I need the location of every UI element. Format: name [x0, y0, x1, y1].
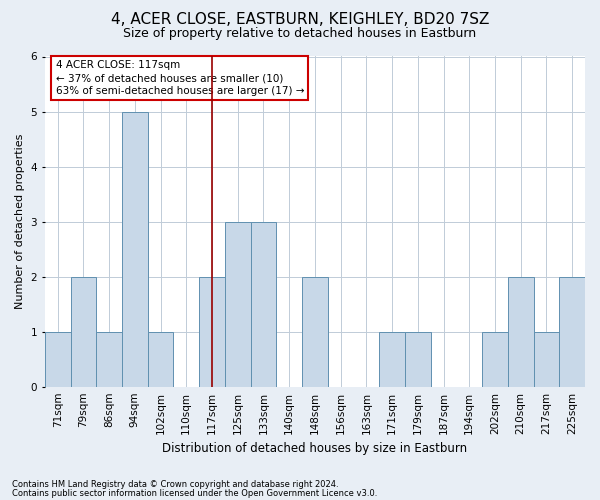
Bar: [96, 332, 122, 386]
Bar: [482, 332, 508, 386]
Text: 4, ACER CLOSE, EASTBURN, KEIGHLEY, BD20 7SZ: 4, ACER CLOSE, EASTBURN, KEIGHLEY, BD20 …: [111, 12, 489, 28]
Text: 4 ACER CLOSE: 117sqm
← 37% of detached houses are smaller (10)
63% of semi-detac: 4 ACER CLOSE: 117sqm ← 37% of detached h…: [56, 60, 304, 96]
Bar: [225, 222, 251, 386]
Bar: [251, 222, 277, 386]
Bar: [148, 332, 173, 386]
Bar: [199, 276, 225, 386]
Bar: [508, 276, 533, 386]
Bar: [405, 332, 431, 386]
Bar: [45, 332, 71, 386]
Bar: [559, 276, 585, 386]
Bar: [379, 332, 405, 386]
Text: Contains HM Land Registry data © Crown copyright and database right 2024.: Contains HM Land Registry data © Crown c…: [12, 480, 338, 489]
Bar: [533, 332, 559, 386]
Y-axis label: Number of detached properties: Number of detached properties: [15, 134, 25, 310]
X-axis label: Distribution of detached houses by size in Eastburn: Distribution of detached houses by size …: [163, 442, 467, 455]
Bar: [302, 276, 328, 386]
Bar: [71, 276, 96, 386]
Bar: [122, 112, 148, 386]
Text: Contains public sector information licensed under the Open Government Licence v3: Contains public sector information licen…: [12, 488, 377, 498]
Text: Size of property relative to detached houses in Eastburn: Size of property relative to detached ho…: [124, 28, 476, 40]
